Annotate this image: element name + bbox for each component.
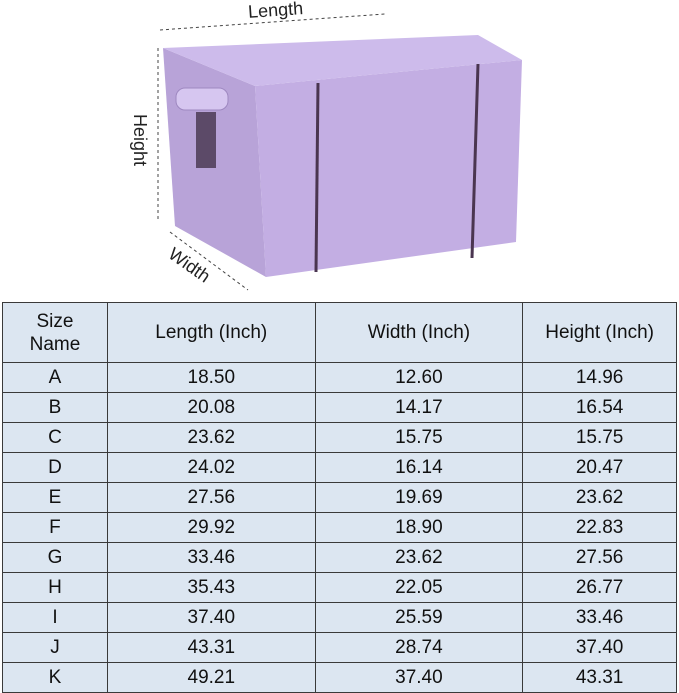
table-cell: 49.21 xyxy=(106,662,316,693)
table-cell: 23.62 xyxy=(106,422,316,453)
table-cell: 20.47 xyxy=(522,452,677,483)
dimension-lines xyxy=(157,13,386,291)
table-cell: 24.02 xyxy=(106,452,316,483)
size-table: Size Name Length (Inch) Width (Inch) Height… xyxy=(2,302,677,693)
height-label: Height xyxy=(130,114,150,166)
table-cell: 22.83 xyxy=(522,512,677,543)
table-cell: J xyxy=(2,632,108,663)
table-cell: 29.92 xyxy=(106,512,316,543)
zipper xyxy=(470,63,480,259)
table-cell: F xyxy=(2,512,108,543)
table-cell: H xyxy=(2,572,108,603)
table-cell: 43.31 xyxy=(522,662,677,693)
header-cell: Size Name xyxy=(2,302,108,363)
table-row: C 23.62 15.75 15.75 xyxy=(2,422,677,453)
table-row: A 18.50 12.60 14.96 xyxy=(2,362,677,393)
table-cell: 23.62 xyxy=(522,482,677,513)
table-row: G 33.46 23.62 27.56 xyxy=(2,542,677,573)
table-row: E 27.56 19.69 23.62 xyxy=(2,482,677,513)
table-cell: 18.50 xyxy=(106,362,316,393)
table-cell: 16.14 xyxy=(314,452,524,483)
table-cell: D xyxy=(2,452,108,483)
table-cell: A xyxy=(2,362,108,393)
table-cell: 19.69 xyxy=(314,482,524,513)
table-cell: 16.54 xyxy=(522,392,677,423)
table-row: J 43.31 28.74 37.40 xyxy=(2,632,677,663)
table-cell: E xyxy=(2,482,108,513)
header-cell: Width (Inch) xyxy=(314,302,524,363)
table-cell: 15.75 xyxy=(522,422,677,453)
table-row: H 35.43 22.05 26.77 xyxy=(2,572,677,603)
table-row: D 24.02 16.14 20.47 xyxy=(2,452,677,483)
table-cell: 37.40 xyxy=(106,602,316,633)
table-cell: 23.62 xyxy=(314,542,524,573)
handle xyxy=(175,87,229,111)
table-cell: 15.75 xyxy=(314,422,524,453)
table-cell: 20.08 xyxy=(106,392,316,423)
box-front xyxy=(255,60,522,277)
table-cell: 18.90 xyxy=(314,512,524,543)
window xyxy=(196,112,216,168)
zipper xyxy=(314,82,320,273)
table-cell: 22.05 xyxy=(314,572,524,603)
table-cell: 35.43 xyxy=(106,572,316,603)
table-row: K 49.21 37.40 43.31 xyxy=(2,662,677,693)
table-cell: 33.46 xyxy=(522,602,677,633)
header-cell: Length (Inch) xyxy=(106,302,316,363)
table-cell: 14.96 xyxy=(522,362,677,393)
table-row: F 29.92 18.90 22.83 xyxy=(2,512,677,543)
product-image: Length Height Width xyxy=(130,0,522,291)
table-cell: 33.46 xyxy=(106,542,316,573)
table-cell: 12.60 xyxy=(314,362,524,393)
table-cell: B xyxy=(2,392,108,423)
table-cell: 14.17 xyxy=(314,392,524,423)
table-cell: 37.40 xyxy=(314,662,524,693)
table-cell: I xyxy=(2,602,108,633)
length-label: Length xyxy=(247,0,303,22)
table-cell: 25.59 xyxy=(314,602,524,633)
table-cell: 43.31 xyxy=(106,632,316,663)
table-cell: 26.77 xyxy=(522,572,677,603)
header-cell: Height (Inch) xyxy=(522,302,677,363)
table-cell: 37.40 xyxy=(522,632,677,663)
table-cell: G xyxy=(2,542,108,573)
table-cell: 27.56 xyxy=(106,482,316,513)
width-label: Width xyxy=(165,244,214,287)
table-row: I 37.40 25.59 33.46 xyxy=(2,602,677,633)
table-cell: K xyxy=(2,662,108,693)
table-cell: 27.56 xyxy=(522,542,677,573)
box-top xyxy=(163,35,522,86)
table-row: B 20.08 14.17 16.54 xyxy=(2,392,677,423)
table-cell: 28.74 xyxy=(314,632,524,663)
header-row: Size Name Length (Inch) Width (Inch) Height… xyxy=(2,302,677,363)
table-cell: C xyxy=(2,422,108,453)
